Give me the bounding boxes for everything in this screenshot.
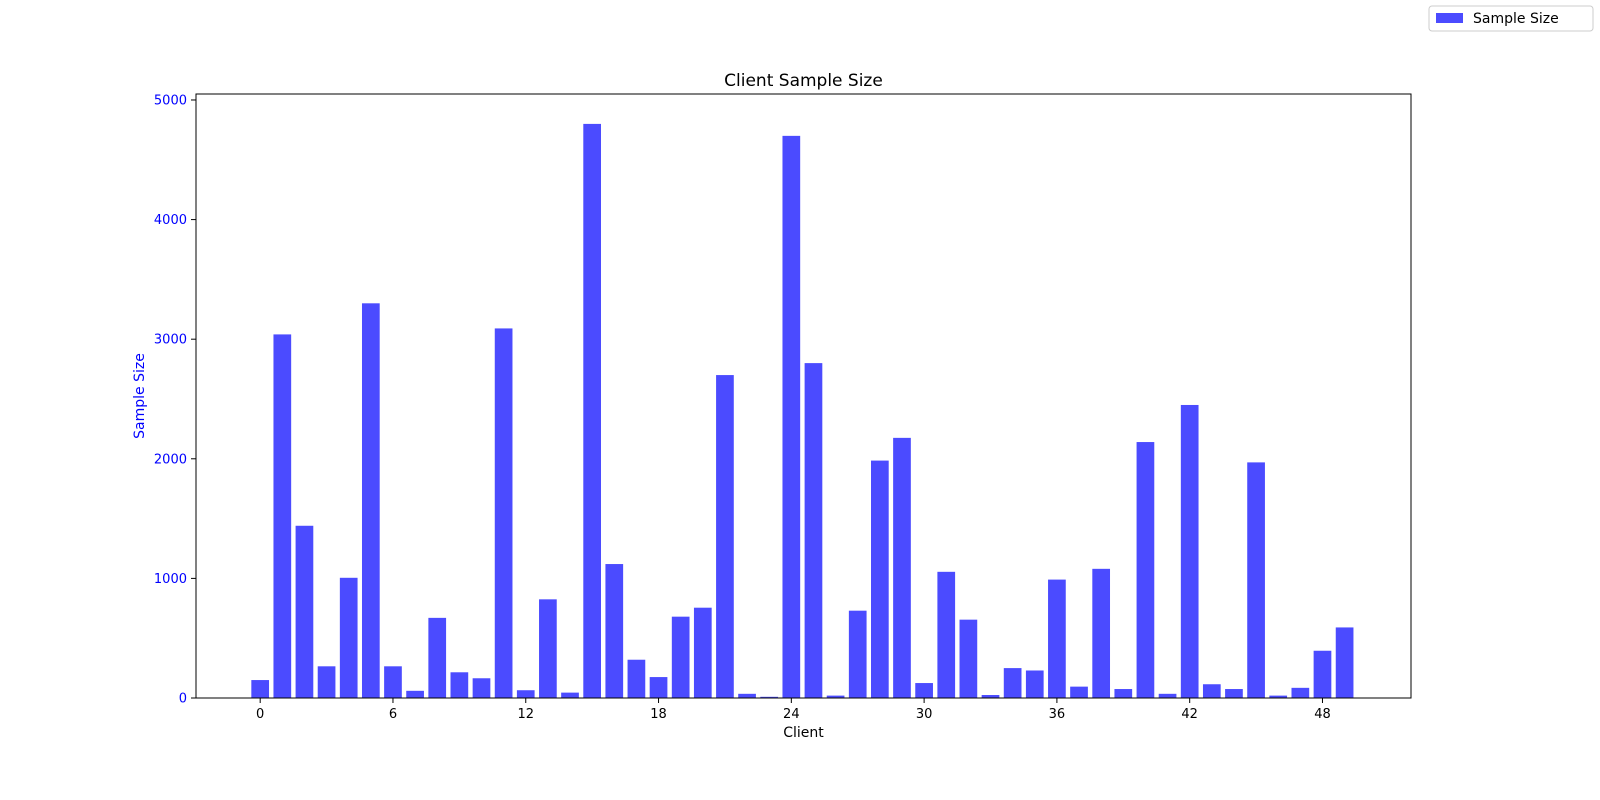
bar-client-15 [583,123,601,698]
x-tick-label: 6 [389,707,397,722]
bar-client-23 [760,696,779,698]
legend-swatch [1436,13,1463,23]
x-tick-label: 36 [1049,707,1066,722]
bar-client-17 [627,659,646,698]
y-axis-ticks: 0 1000 2000 3000 4000 5000 [154,93,196,707]
bar-client-14 [561,692,579,698]
bar-client-26 [826,695,845,698]
bar-client-27 [848,610,867,698]
y-axis-title: Sample Size [132,353,148,439]
bar-client-21 [716,375,734,698]
x-tick-label: 30 [916,707,933,722]
bar-client-38 [1092,568,1111,698]
y-tick-label: 3000 [154,333,187,348]
bar-client-3 [317,666,336,698]
bar-client-11 [494,328,513,698]
y-tick-label: 1000 [154,572,187,587]
x-tick-label: 12 [517,707,534,722]
x-tick-label: 48 [1314,707,1331,722]
bar-client-8 [428,617,447,698]
bar-client-39 [1114,689,1133,698]
bar-client-36 [1048,579,1066,698]
bar-client-44 [1225,689,1243,698]
bar-client-12 [516,690,535,698]
bar-client-19 [671,616,690,698]
x-axis-title: Client [783,725,824,741]
x-tick-label: 18 [650,707,667,722]
bar-client-28 [871,460,889,698]
bar-client-13 [539,599,557,698]
bar-client-31 [937,571,956,698]
x-tick-label: 0 [256,707,264,722]
bar-client-18 [649,677,668,698]
bar-client-10 [472,678,491,698]
bar-client-35 [1025,670,1044,698]
y-tick-label: 2000 [154,452,187,467]
bar-client-9 [450,672,469,698]
bar-client-32 [959,619,978,698]
legend-box [1428,5,1594,32]
bar-client-2 [295,525,314,698]
bar-client-25 [804,363,823,698]
x-axis-ticks: 0 6 12 18 24 30 36 42 48 [256,698,1331,722]
bar-client-1 [273,334,292,698]
legend-label: Sample Size [1473,11,1559,27]
bar-client-5 [361,303,380,698]
bar-client-37 [1070,686,1088,698]
bar-client-49 [1335,627,1354,698]
bar-client-16 [605,564,624,698]
bar-client-22 [738,693,756,698]
bar-client-40 [1136,442,1155,698]
bar-client-46 [1269,695,1288,698]
bar-client-6 [384,666,402,698]
bar-client-20 [693,607,712,698]
bar-client-41 [1158,693,1177,698]
bar-client-7 [406,690,424,698]
chart-title: Client Sample Size [724,71,883,91]
bars [251,123,1354,698]
bar-client-30 [915,683,933,698]
x-tick-label: 42 [1181,707,1198,722]
bar-client-0 [251,680,270,698]
bar-client-42 [1180,404,1199,698]
x-tick-label: 24 [783,707,800,722]
bar-client-24 [782,135,801,698]
bar-client-33 [981,695,1000,698]
plot-frame [195,93,1412,699]
bar-client-43 [1202,684,1221,698]
bar-client-29 [893,437,911,698]
y-tick-label: 0 [179,692,187,707]
bar-client-34 [1003,668,1022,698]
y-tick-label: 4000 [154,213,187,228]
legend: Sample Size [1428,5,1594,32]
bar-client-4 [339,577,358,698]
bar-client-45 [1247,462,1265,698]
y-tick-label: 5000 [154,93,187,108]
bar-client-47 [1291,687,1310,698]
bar-client-48 [1313,650,1332,698]
